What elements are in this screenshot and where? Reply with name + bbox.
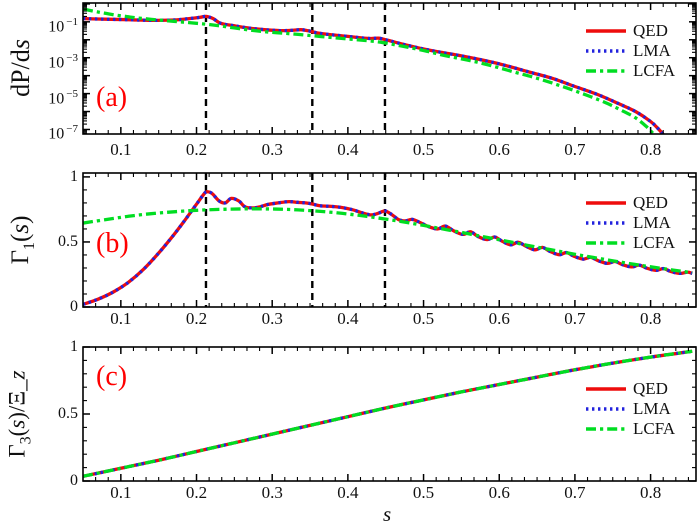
axes-box	[82, 346, 697, 482]
lcfa-curve	[83, 207, 693, 275]
lma-curve	[83, 14, 665, 134]
lma-curve	[83, 190, 693, 306]
panel-(a)	[82, 2, 697, 135]
panel-(c)	[82, 346, 697, 482]
lcfa-curve	[83, 349, 693, 478]
panel-(b)	[82, 172, 697, 308]
qed-curve	[83, 190, 693, 306]
axes-box	[82, 2, 697, 135]
qed-curve	[83, 14, 665, 134]
axes-box	[82, 172, 697, 308]
lcfa-curve	[83, 7, 656, 134]
